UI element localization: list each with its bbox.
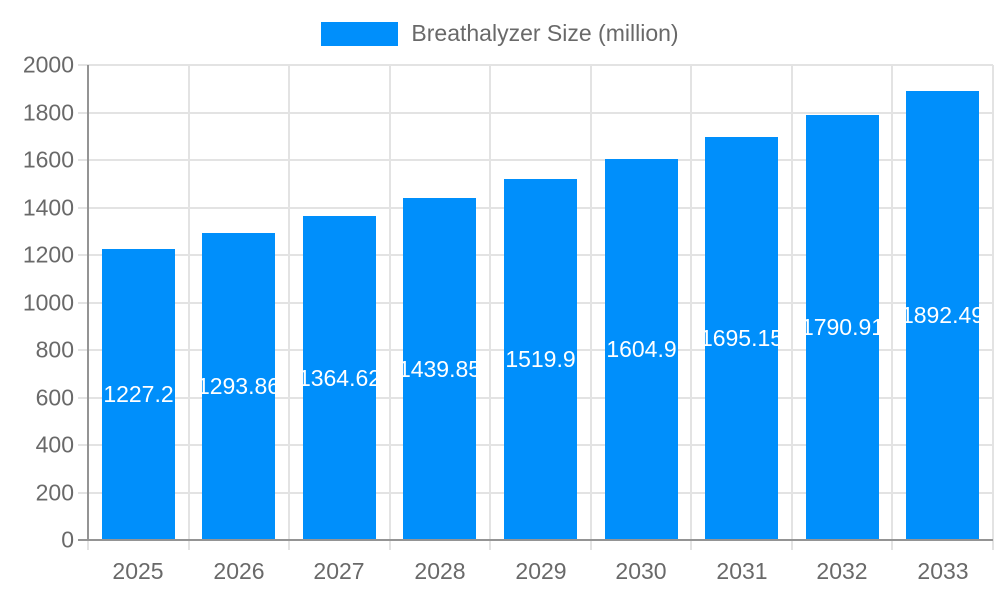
x-tick-label: 2029 — [515, 558, 567, 584]
h-gridline — [88, 159, 993, 161]
h-gridline — [88, 64, 993, 66]
legend-swatch — [321, 21, 399, 46]
bar-value-label: 1892.49 — [906, 302, 979, 328]
y-axis-line — [87, 65, 89, 540]
x-tick-label: 2027 — [313, 558, 365, 584]
bar[interactable]: 1790.91 — [806, 115, 879, 540]
x-tick-mark — [590, 540, 592, 550]
y-tick-mark — [78, 492, 88, 494]
bar[interactable]: 1293.86 — [202, 233, 275, 540]
bar[interactable]: 1519.9 — [504, 179, 577, 540]
bar[interactable]: 1604.9 — [605, 159, 678, 540]
legend-item[interactable]: Breathalyzer Size (million) — [0, 20, 1000, 47]
bar-value-label: 1293.86 — [202, 373, 275, 399]
y-tick-mark — [78, 302, 88, 304]
y-tick-mark — [78, 64, 88, 66]
y-tick-mark — [78, 207, 88, 209]
bar[interactable]: 1364.62 — [303, 216, 376, 540]
v-gridline — [590, 65, 592, 540]
y-tick-mark — [78, 254, 88, 256]
bar-value-label: 1519.9 — [505, 346, 576, 372]
x-tick-label: 2033 — [917, 558, 969, 584]
y-tick-label: 1200 — [22, 241, 74, 268]
y-tick-mark — [78, 349, 88, 351]
y-tick-label: 1800 — [22, 99, 74, 126]
y-tick-label: 1000 — [22, 289, 74, 316]
bar-value-label: 1790.91 — [806, 314, 879, 340]
x-tick-mark — [891, 540, 893, 550]
v-gridline — [992, 65, 994, 540]
h-gridline — [88, 112, 993, 114]
y-tick-label: 200 — [35, 479, 74, 506]
bar[interactable]: 1227.2 — [102, 249, 175, 540]
x-tick-mark — [489, 540, 491, 550]
v-gridline — [791, 65, 793, 540]
x-tick-mark — [288, 540, 290, 550]
bar[interactable]: 1695.15 — [705, 137, 778, 540]
bar-value-label: 1439.85 — [403, 355, 476, 382]
x-tick-label: 2025 — [112, 558, 164, 584]
y-tick-label: 1400 — [22, 194, 74, 221]
y-tick-mark — [78, 112, 88, 114]
x-tick-label: 2031 — [716, 558, 768, 584]
y-tick-mark — [78, 444, 88, 446]
v-gridline — [188, 65, 190, 540]
x-tick-mark — [791, 540, 793, 550]
x-tick-label: 2032 — [816, 558, 868, 584]
bar[interactable]: 1892.49 — [906, 91, 979, 540]
x-tick-mark — [87, 540, 89, 550]
y-tick-label: 0 — [61, 526, 74, 553]
y-tick-label: 400 — [35, 431, 74, 458]
v-gridline — [891, 65, 893, 540]
bar-value-label: 1695.15 — [705, 325, 778, 351]
legend-label: Breathalyzer Size (million) — [411, 20, 679, 46]
x-tick-mark — [690, 540, 692, 550]
y-tick-label: 2000 — [22, 51, 74, 78]
x-axis-line — [78, 539, 993, 541]
x-tick-mark — [992, 540, 994, 550]
y-tick-label: 1600 — [22, 146, 74, 173]
v-gridline — [288, 65, 290, 540]
v-gridline — [690, 65, 692, 540]
bar[interactable]: 1439.85 — [403, 198, 476, 540]
bar-value-label: 1364.62 — [303, 364, 376, 391]
bar-value-label: 1604.9 — [606, 336, 677, 362]
x-tick-mark — [188, 540, 190, 550]
x-tick-mark — [389, 540, 391, 550]
bar-value-label: 1227.2 — [103, 381, 174, 407]
y-tick-mark — [78, 159, 88, 161]
v-gridline — [489, 65, 491, 540]
x-tick-label: 2028 — [414, 558, 466, 584]
y-tick-mark — [78, 397, 88, 399]
y-tick-label: 800 — [35, 336, 74, 363]
v-gridline — [389, 65, 391, 540]
y-tick-label: 600 — [35, 384, 74, 411]
x-tick-label: 2030 — [615, 558, 667, 584]
x-tick-label: 2026 — [213, 558, 265, 584]
